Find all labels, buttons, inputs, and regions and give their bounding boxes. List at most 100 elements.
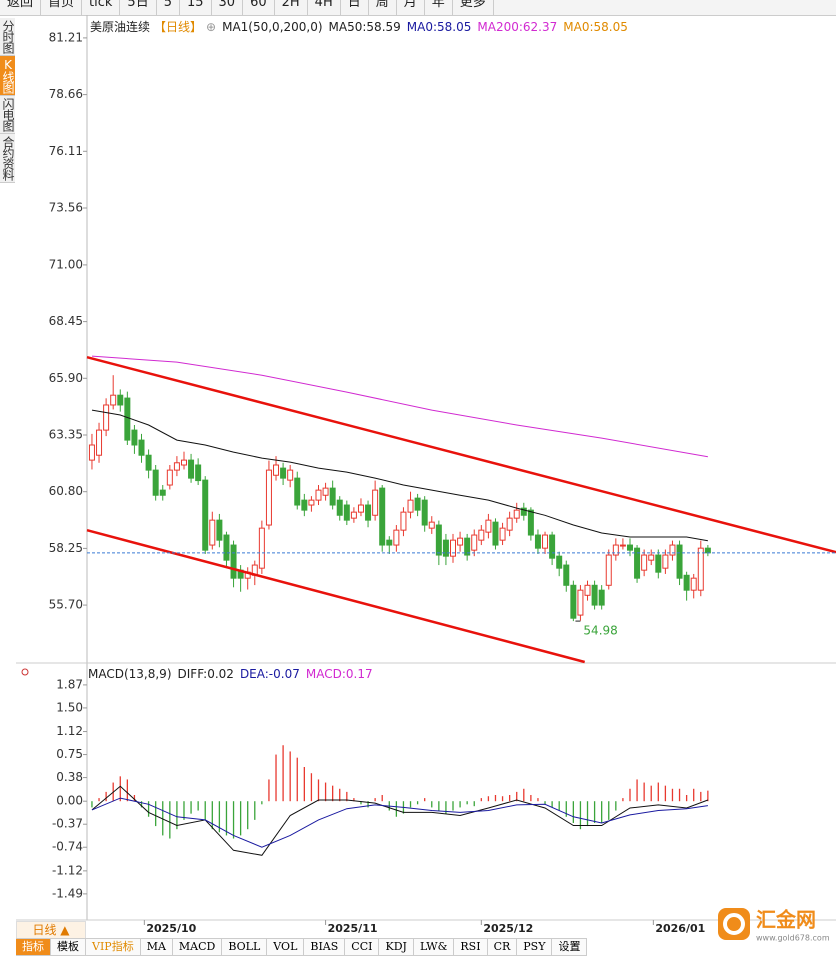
candle-body — [386, 539, 393, 546]
candle-body — [492, 521, 499, 546]
candle-body — [442, 539, 449, 557]
candle-body — [697, 547, 704, 591]
candle-body — [329, 487, 336, 506]
indicator-tabs: 指标 模板 VIP指标 MA MACD BOLL VOL BIAS CCI KDJ LW& RSI CR… — [16, 938, 588, 956]
candle-body — [188, 459, 195, 479]
candle-body — [435, 524, 442, 556]
toolbar-button[interactable]: 日 — [341, 0, 369, 15]
candle-body — [202, 479, 209, 551]
candle-body — [145, 454, 152, 471]
toolbar-button[interactable]: 30 — [212, 0, 244, 15]
indicator-tab[interactable]: RSI — [454, 938, 488, 956]
candle-body — [166, 469, 173, 486]
candle-body — [428, 521, 435, 529]
line — [91, 409, 708, 542]
candle-body — [619, 544, 626, 547]
toolbar-button[interactable]: 5日 — [120, 0, 157, 15]
candle-body — [357, 504, 364, 513]
indicator-tab[interactable]: CCI — [345, 938, 380, 956]
candle-body — [265, 469, 272, 526]
y-tick-label: 1.12 — [56, 724, 83, 738]
side-tab[interactable]: K线图 — [0, 56, 15, 96]
indicator-tab[interactable]: VOL — [267, 938, 305, 956]
candle-body — [273, 464, 280, 476]
candle-body — [598, 589, 605, 606]
toolbar-button[interactable]: 15 — [180, 0, 212, 15]
candle-body — [400, 511, 407, 531]
candle-body — [365, 504, 372, 521]
indicator-tab[interactable]: VIP指标 — [86, 938, 141, 956]
toolbar-button[interactable]: 首页 — [41, 0, 83, 15]
legend: MACD(13,8,9) DIFF:0.02 DEA:-0.07 MACD:0.17 — [88, 667, 373, 681]
indicator-tab[interactable]: 设置 — [552, 938, 588, 956]
candle-body — [322, 487, 329, 496]
y-tick-label: 60.80 — [49, 484, 83, 498]
toolbar-button[interactable]: 年 — [425, 0, 453, 15]
indicator-tab[interactable]: 模板 — [51, 938, 86, 956]
y-tick-label: -0.37 — [52, 817, 83, 831]
toolbar-button[interactable]: 周 — [369, 0, 397, 15]
candle-body — [634, 547, 641, 579]
settings-icon[interactable] — [21, 668, 29, 676]
toolbar: 返回 首页 tick 5日 5 15 30 60 2H 4H 日周月年更多 — [0, 0, 836, 16]
indicator-tab[interactable]: BIAS — [304, 938, 346, 956]
candle-body — [216, 519, 223, 541]
line — [91, 797, 708, 848]
indicator-tab[interactable]: CR — [487, 938, 518, 956]
indicator-tab[interactable]: KDJ — [379, 938, 414, 956]
toolbar-button[interactable]: 月 — [397, 0, 425, 15]
candle-body — [626, 544, 633, 551]
x-tick-label: 2025/12 — [483, 922, 533, 935]
candle-body — [393, 529, 400, 546]
period-button[interactable]: 日线 ▲ — [16, 921, 86, 939]
candle-body — [308, 499, 315, 506]
candle-body — [294, 477, 301, 506]
indicator-tab[interactable]: MA — [140, 938, 173, 956]
toolbar-button[interactable]: 60 — [243, 0, 275, 15]
x-tick-label: 2025/10 — [146, 922, 196, 935]
indicator-tab[interactable]: 指标 — [16, 938, 51, 956]
candle-body — [350, 511, 357, 519]
period-label: 【日线】 — [154, 20, 202, 34]
line — [86, 528, 586, 664]
indicator-tab[interactable]: PSY — [517, 938, 553, 956]
candle-body — [584, 584, 591, 596]
toolbar-button[interactable]: tick — [82, 0, 121, 15]
indicator-tab[interactable]: MACD — [172, 938, 223, 956]
y-tick-label: 63.35 — [49, 427, 83, 441]
y-tick-label: 1.87 — [56, 677, 83, 691]
candle-body — [180, 459, 187, 466]
indicator-tab[interactable]: BOLL — [222, 938, 268, 956]
y-tick-label: 65.90 — [49, 371, 83, 385]
candle-body — [485, 519, 492, 533]
side-tab[interactable]: 合约资料 — [0, 134, 15, 183]
legend-icon: ⊕ — [206, 20, 216, 34]
candle-body — [655, 554, 662, 573]
candle-body — [605, 554, 612, 586]
candle-body — [96, 429, 103, 456]
candle-body — [471, 534, 478, 551]
y-tick-label: -0.74 — [52, 840, 83, 854]
candle-body — [527, 509, 534, 536]
candle-body — [195, 464, 202, 482]
candle-body — [315, 489, 322, 501]
legend-entry: MA1(50,0,200,0) — [222, 20, 322, 34]
toolbar-button[interactable]: 4H — [308, 0, 341, 15]
candle-body — [103, 404, 110, 431]
x-tick-label: 2026/01 — [655, 922, 705, 935]
legend-entry: MA0:58.05 — [407, 20, 472, 34]
side-tab[interactable]: 闪电图 — [0, 96, 15, 134]
toolbar-button[interactable]: 5 — [157, 0, 180, 15]
legend-entry: MACD:0.17 — [306, 667, 373, 681]
candle-body — [457, 537, 464, 546]
indicator-tab[interactable]: LW& — [413, 938, 455, 956]
toolbar-button[interactable]: 返回 — [0, 0, 42, 15]
candle-body — [690, 577, 697, 591]
candle-body — [542, 534, 549, 549]
toolbar-button[interactable]: 2H — [275, 0, 308, 15]
side-tab[interactable]: 分时图 — [0, 18, 15, 56]
toolbar-button[interactable]: 更多 — [453, 0, 494, 15]
candle-body — [662, 554, 669, 569]
candle-body — [343, 504, 350, 521]
line — [91, 785, 709, 856]
